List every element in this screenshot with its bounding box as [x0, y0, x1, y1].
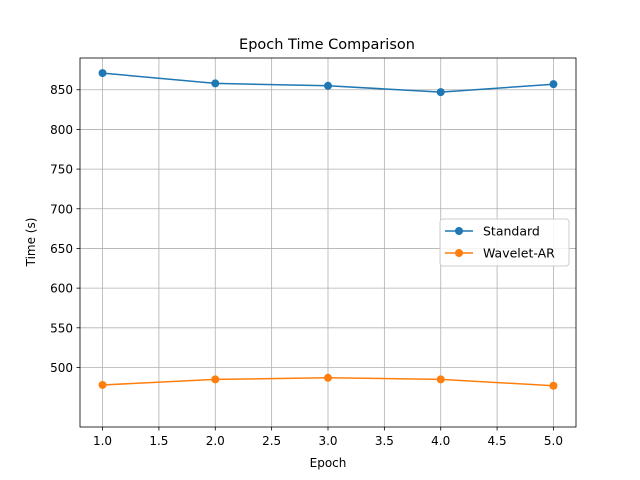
x-tick-label: 4.5 [488, 434, 507, 448]
data-point-wavelet-ar [211, 375, 220, 384]
y-tick-label: 550 [50, 321, 73, 335]
x-tick-label: 2.5 [262, 434, 281, 448]
data-point-wavelet-ar [436, 375, 445, 384]
legend-marker-standard [455, 227, 463, 235]
x-tick-label: 5.0 [544, 434, 563, 448]
axis-ticks: 1.0 1.5 2.0 2.5 3.0 3.5 4.0 4.5 5.0 500 550 600 650 7… [50, 83, 563, 448]
x-tick-label: 1.5 [149, 434, 168, 448]
data-point-standard [549, 80, 558, 89]
legend: Standard Wavelet-AR [439, 218, 570, 267]
x-tick-label: 4.0 [431, 434, 450, 448]
x-tick-label: 1.0 [93, 434, 112, 448]
y-tick-label: 850 [50, 83, 73, 97]
y-tick-label: 500 [50, 361, 73, 375]
data-point-standard [98, 69, 107, 78]
data-point-standard [211, 79, 220, 88]
x-tick-label: 3.5 [375, 434, 394, 448]
x-tick-label: 3.0 [318, 434, 337, 448]
grid [80, 58, 576, 427]
y-axis-label: Time (s) [24, 218, 38, 268]
data-point-standard [324, 81, 332, 90]
y-tick-label: 750 [50, 163, 73, 177]
x-tick-label: 2.0 [206, 434, 225, 448]
data-point-standard [436, 88, 445, 97]
chart-title: Epoch Time Comparison [239, 37, 415, 53]
x-axis-label: Epoch [310, 456, 347, 470]
legend-marker-wavelet-ar [455, 249, 463, 257]
y-tick-label: 650 [50, 242, 73, 256]
data-point-wavelet-ar [98, 380, 107, 389]
legend-label-standard: Standard [483, 224, 540, 239]
y-tick-label: 600 [50, 282, 73, 296]
data-point-wavelet-ar [324, 373, 332, 382]
plot-series [98, 69, 558, 390]
y-tick-label: 800 [50, 123, 73, 137]
legend-label-wavelet-ar: Wavelet-AR [483, 246, 555, 261]
y-tick-label: 700 [50, 202, 73, 216]
legend-items: Standard Wavelet-AR [445, 224, 555, 261]
data-point-wavelet-ar [549, 381, 558, 390]
